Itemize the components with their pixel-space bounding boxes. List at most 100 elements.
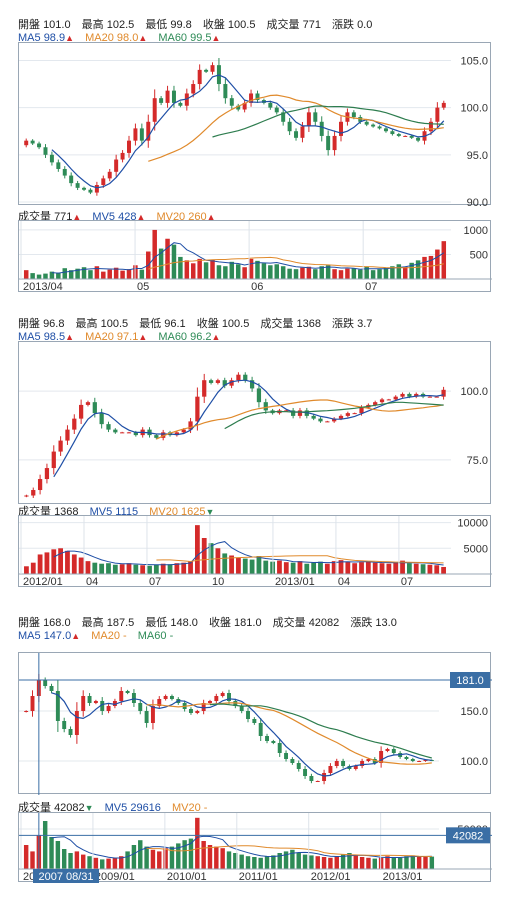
- volume-bar: [302, 854, 308, 869]
- volume-bar: [215, 548, 221, 574]
- candle-body: [377, 126, 382, 129]
- c1-high-label: 最高: [81, 19, 104, 31]
- candle-body: [303, 769, 308, 776]
- candle-body: [43, 147, 48, 155]
- volume-bar: [165, 238, 170, 279]
- c2-ma20: 97.1: [116, 331, 139, 343]
- c3-volume-panel[interactable]: 50000202009/012010/012011/012012/012013/…: [18, 812, 492, 883]
- volume-bar: [332, 269, 337, 279]
- volume-bar: [153, 564, 159, 574]
- volume-bar: [178, 256, 183, 279]
- candle-body: [434, 396, 439, 398]
- volume-bar: [345, 561, 351, 574]
- volume-bar: [100, 859, 105, 869]
- candle-body: [390, 131, 395, 135]
- volume-bar: [158, 248, 164, 279]
- volume-bar: [92, 562, 98, 574]
- mv5-line: [53, 541, 444, 566]
- c2-ma5: 98.5: [43, 331, 66, 343]
- date-tick-label: 2013/01: [383, 871, 423, 883]
- price-tick-label: 95.0: [467, 150, 488, 162]
- candle-body: [138, 703, 143, 711]
- ma20-line: [156, 399, 444, 440]
- volume-bar: [184, 260, 190, 279]
- candle-body: [227, 693, 231, 701]
- volume-bar: [410, 855, 416, 869]
- volume-bar: [203, 262, 209, 279]
- volume-bar: [386, 563, 392, 574]
- candle-body: [120, 152, 125, 160]
- candle-body: [371, 124, 376, 127]
- price-tick-label: 100.0: [460, 103, 488, 115]
- volume-bar: [280, 266, 286, 279]
- volume-bar: [358, 269, 363, 279]
- volume-bar: [147, 565, 152, 574]
- candle-body: [30, 696, 35, 711]
- ma60-line: [212, 105, 444, 138]
- c3-volume-svg: 50000202009/012010/012011/012012/012013/…: [19, 813, 492, 883]
- volume-bar: [229, 555, 234, 574]
- volume-bar: [119, 856, 124, 869]
- c3-mv5: 29616: [130, 802, 161, 814]
- volume-bar: [383, 267, 389, 279]
- c2-volume-svg: 10000 5000 2012/01 04 07 10 2013/01 04 07: [19, 516, 492, 588]
- candle-body: [197, 69, 202, 85]
- ma20-line: [146, 702, 432, 765]
- date-tick-label: 10: [212, 576, 224, 588]
- volume-bar: [293, 269, 299, 279]
- c2-price-panel[interactable]: 100.0 75.0: [18, 341, 491, 504]
- mv20-line: [156, 555, 444, 564]
- volume-bar: [263, 560, 269, 574]
- volume-bar: [334, 856, 339, 869]
- c1-price-panel[interactable]: 105.0 100.0 95.0 90.0: [18, 42, 491, 209]
- volume-bar: [87, 856, 92, 869]
- c3-price-panel[interactable]: 150.0 100.0 181.0: [18, 652, 492, 795]
- c2-ma20-label: MA20: [85, 331, 114, 343]
- cursor-date-label: 2007 08/31: [38, 871, 93, 883]
- candle-body: [152, 98, 157, 122]
- candle-body: [359, 407, 364, 414]
- candle-body: [229, 98, 234, 106]
- volume-bar: [372, 562, 378, 574]
- candle-body: [379, 399, 385, 403]
- down-arrow-icon: ▼: [84, 803, 94, 813]
- candle-body: [239, 706, 244, 711]
- candle-body: [133, 128, 138, 141]
- volume-bar: [36, 274, 42, 279]
- candle-body: [82, 187, 87, 190]
- volume-bar: [131, 845, 137, 869]
- volume-bar: [271, 855, 276, 869]
- volume-bar: [169, 846, 175, 869]
- candle-body: [339, 121, 343, 136]
- candle-body: [204, 69, 209, 72]
- c3-vol2: 42082: [54, 802, 85, 814]
- candle-body: [322, 773, 327, 781]
- c1-info-line: 開盤 101.0 最高 102.5 最低 99.8 收盤 100.5 成交量 7…: [18, 16, 380, 32]
- volume-bar: [30, 273, 35, 279]
- volume-bar: [300, 267, 305, 279]
- volume-bar: [152, 229, 157, 279]
- volume-bar: [325, 265, 331, 279]
- volume-bar: [174, 563, 180, 574]
- c2-volume-panel[interactable]: 10000 5000 2012/01 04 07 10 2013/01 04 07: [18, 515, 492, 588]
- candle-body: [112, 701, 117, 706]
- candle-body: [441, 102, 446, 108]
- c1-volume-panel[interactable]: 1000 500 2013/04 05 06 07: [18, 220, 492, 293]
- candle-body: [353, 766, 358, 769]
- candle-body: [325, 421, 330, 423]
- candle-body: [410, 759, 415, 761]
- volume-bar: [51, 549, 57, 574]
- ma5-line: [53, 379, 444, 478]
- volume-bar: [160, 563, 166, 574]
- volume-bar: [347, 853, 352, 869]
- volume-bar: [216, 265, 222, 279]
- candle-body: [358, 117, 363, 122]
- candle-body: [306, 112, 311, 127]
- c2-info-line: 開盤 96.8 最高 100.5 最低 96.1 收盤 100.5 成交量 13…: [18, 315, 380, 331]
- volume-bar: [23, 270, 29, 279]
- date-tick-label: 2010/01: [167, 871, 207, 883]
- c3-ma5-label: MA5: [18, 630, 41, 642]
- candle-body: [246, 711, 250, 719]
- volume-bar: [222, 553, 228, 574]
- volume-bar: [245, 856, 251, 869]
